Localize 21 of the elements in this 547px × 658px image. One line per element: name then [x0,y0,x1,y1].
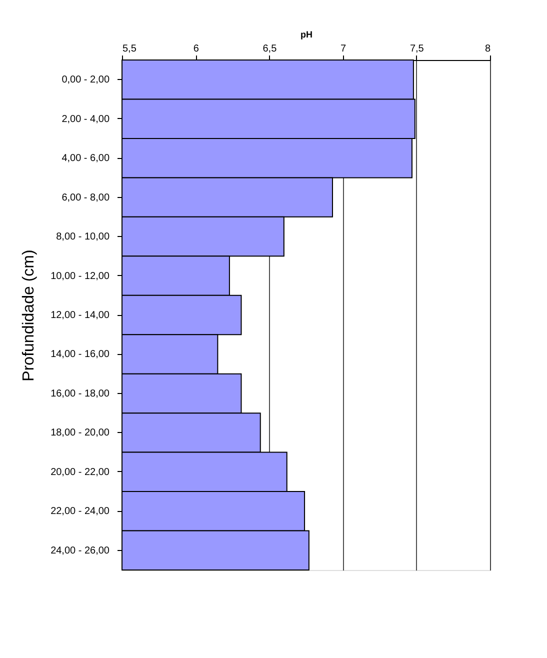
y-tick-label: 20,00 - 22,00 [50,466,110,478]
y-tick-label: 14,00 - 16,00 [50,349,110,360]
y-tick-label: 4,00 - 6,00 [62,153,110,164]
y-tick-label: 8,00 - 10,00 [56,232,110,243]
y-tick-label: 18,00 - 20,00 [50,428,110,439]
y-tick-label: 24,00 - 26,00 [50,545,110,556]
x-tick-label: 5,5 [122,44,137,54]
y-tick-label: 10,00 - 12,00 [50,270,110,282]
y-tick-label: 22,00 - 24,00 [50,506,110,518]
x-tick-label: 7,5 [410,44,424,54]
x-tick-label: 8 [484,44,491,54]
y-tick-label: 12,00 - 14,00 [50,310,110,321]
x-tick-label: 6,5 [262,44,278,54]
y-tick-label: 0,00 - 2,00 [62,74,110,86]
y-tick-label: 6,00 - 8,00 [62,192,110,204]
x-tick-label: 7 [340,44,347,54]
x-axis-title: pH [300,30,312,40]
y-tick-label: 16,00 - 18,00 [50,388,110,400]
y-axis-title: Profundidade (cm) [20,250,38,382]
x-tick-label: 6 [193,44,200,54]
y-tick-label: 2,00 - 4,00 [62,114,110,125]
